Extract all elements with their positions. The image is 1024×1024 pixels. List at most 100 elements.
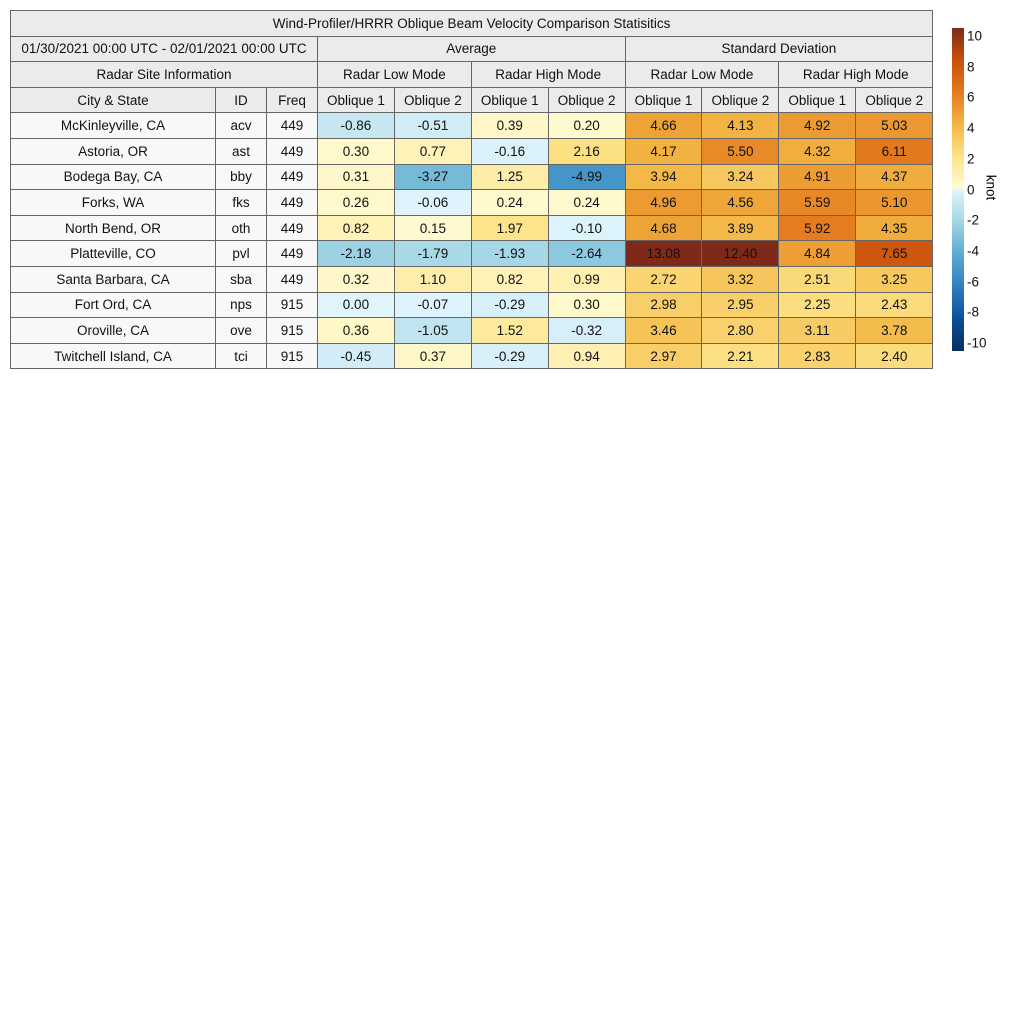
value-cell: 3.24 [701, 163, 780, 191]
value-cell: 4.66 [624, 112, 703, 139]
site-info-header: Radar Site Information [10, 61, 318, 88]
value-cell: 0.31 [317, 163, 395, 191]
table-row: Forks, WA fks 449 0.26 -0.06 0.24 0.24 4.96 4.56… [10, 189, 934, 216]
value-cell: 1.97 [470, 214, 549, 242]
value-cell: 3.32 [701, 265, 780, 293]
value-cell: 1.25 [470, 163, 549, 191]
value-cell: 0.99 [547, 265, 626, 293]
value-cell: -0.45 [317, 342, 395, 370]
site-id: oth [215, 214, 267, 242]
value-cell: 0.77 [393, 137, 472, 165]
site-id: sba [215, 265, 267, 293]
site-id: pvl [215, 240, 267, 267]
group-std-dev: Standard Deviation [624, 35, 934, 63]
value-cell: 0.37 [393, 342, 472, 370]
site-city: Bodega Bay, CA [10, 163, 216, 191]
value-cell: 4.32 [778, 137, 857, 165]
value-cell: 0.15 [393, 214, 472, 242]
value-cell: 2.43 [855, 291, 934, 319]
value-cell: -0.86 [317, 112, 395, 139]
site-id: fks [215, 189, 267, 216]
column-header: Oblique 2 [393, 86, 472, 114]
value-cell: 0.82 [317, 214, 395, 242]
value-cell: -0.16 [470, 137, 549, 165]
value-cell: 4.84 [778, 240, 857, 267]
value-cell: 2.72 [624, 265, 703, 293]
value-cell: -0.51 [393, 112, 472, 139]
value-cell: 12.40 [701, 240, 780, 267]
site-city: Oroville, CA [10, 317, 216, 344]
value-cell: 0.36 [317, 317, 395, 344]
site-id: bby [215, 163, 267, 191]
value-cell: 0.32 [317, 265, 395, 293]
value-cell: -0.07 [393, 291, 472, 319]
colorbar [952, 28, 964, 351]
colorbar-tick: 6 [967, 89, 975, 105]
site-id: nps [215, 291, 267, 319]
value-cell: 2.83 [778, 342, 857, 370]
group-average: Average [317, 35, 626, 63]
value-cell: 2.97 [624, 342, 703, 370]
value-cell: 0.24 [470, 189, 549, 216]
mode-header: Radar High Mode [778, 61, 934, 88]
column-header: Oblique 2 [547, 86, 626, 114]
value-cell: 2.95 [701, 291, 780, 319]
value-cell: -1.93 [470, 240, 549, 267]
value-cell: -0.29 [470, 342, 549, 370]
value-cell: 3.11 [778, 317, 857, 344]
site-freq: 449 [266, 163, 318, 191]
site-city: Forks, WA [10, 189, 216, 216]
value-cell: 0.24 [547, 189, 626, 216]
value-cell: 4.56 [701, 189, 780, 216]
site-city: Santa Barbara, CA [10, 265, 216, 293]
site-freq: 915 [266, 291, 318, 319]
colorbar-tick: 2 [967, 151, 975, 167]
table-row: Santa Barbara, CA sba 449 0.32 1.10 0.82 0.99 2… [10, 265, 934, 293]
value-cell: 0.30 [317, 137, 395, 165]
colorbar-tick: -6 [967, 274, 980, 290]
value-cell: 6.11 [855, 137, 934, 165]
period: 01/30/2021 00:00 UTC - 02/01/2021 00:00 … [10, 35, 318, 63]
column-header: Freq [266, 86, 318, 114]
site-city: Platteville, CO [10, 240, 216, 267]
column-header: Oblique 2 [701, 86, 780, 114]
value-cell: 3.94 [624, 163, 703, 191]
site-city: Fort Ord, CA [10, 291, 216, 319]
value-cell: 1.52 [470, 317, 549, 344]
site-city: McKinleyville, CA [10, 112, 216, 139]
site-city: Astoria, OR [10, 137, 216, 165]
site-city: North Bend, OR [10, 214, 216, 242]
site-freq: 449 [266, 189, 318, 216]
value-cell: 4.91 [778, 163, 857, 191]
site-freq: 915 [266, 342, 318, 370]
value-cell: 0.94 [547, 342, 626, 370]
value-cell: 5.03 [855, 112, 934, 139]
column-header: Oblique 1 [470, 86, 549, 114]
colorbar-tick: 8 [967, 59, 975, 75]
value-cell: 4.92 [778, 112, 857, 139]
column-header: ID [215, 86, 267, 114]
mode-header: Radar Low Mode [317, 61, 472, 88]
table-row: North Bend, OR oth 449 0.82 0.15 1.97 -0.10 4.6… [10, 214, 934, 242]
value-cell: 0.39 [470, 112, 549, 139]
site-freq: 449 [266, 137, 318, 165]
value-cell: 2.21 [701, 342, 780, 370]
value-cell: 3.46 [624, 317, 703, 344]
site-freq: 915 [266, 317, 318, 344]
site-freq: 449 [266, 240, 318, 267]
table-row: Oroville, CA ove 915 0.36 -1.05 1.52 -0.32 3.46… [10, 317, 934, 344]
value-cell: -2.18 [317, 240, 395, 267]
site-freq: 449 [266, 214, 318, 242]
site-freq: 449 [266, 112, 318, 139]
comparison-table: Wind-Profiler/HRRR Oblique Beam Velocity… [9, 10, 934, 370]
value-cell: 2.80 [701, 317, 780, 344]
value-cell: -3.27 [393, 163, 472, 191]
value-cell: -0.10 [547, 214, 626, 242]
value-cell: -0.32 [547, 317, 626, 344]
value-cell: 5.59 [778, 189, 857, 216]
value-cell: 4.68 [624, 214, 703, 242]
colorbar-tick: -2 [967, 212, 980, 228]
column-header: City & State [10, 86, 216, 114]
site-id: ove [215, 317, 267, 344]
colorbar-tick: 0 [967, 182, 975, 197]
